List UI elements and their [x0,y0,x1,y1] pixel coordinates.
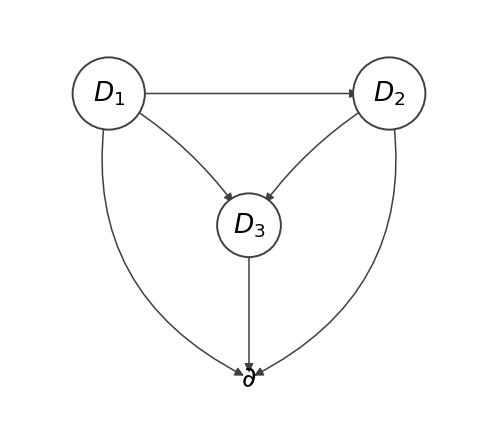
Circle shape [73,57,145,130]
Circle shape [217,193,281,257]
Text: $D_2$: $D_2$ [373,79,405,108]
Circle shape [353,57,425,130]
Text: $D_1$: $D_1$ [93,79,125,108]
Text: $\partial$: $\partial$ [242,364,256,392]
Text: $D_3$: $D_3$ [233,211,265,240]
